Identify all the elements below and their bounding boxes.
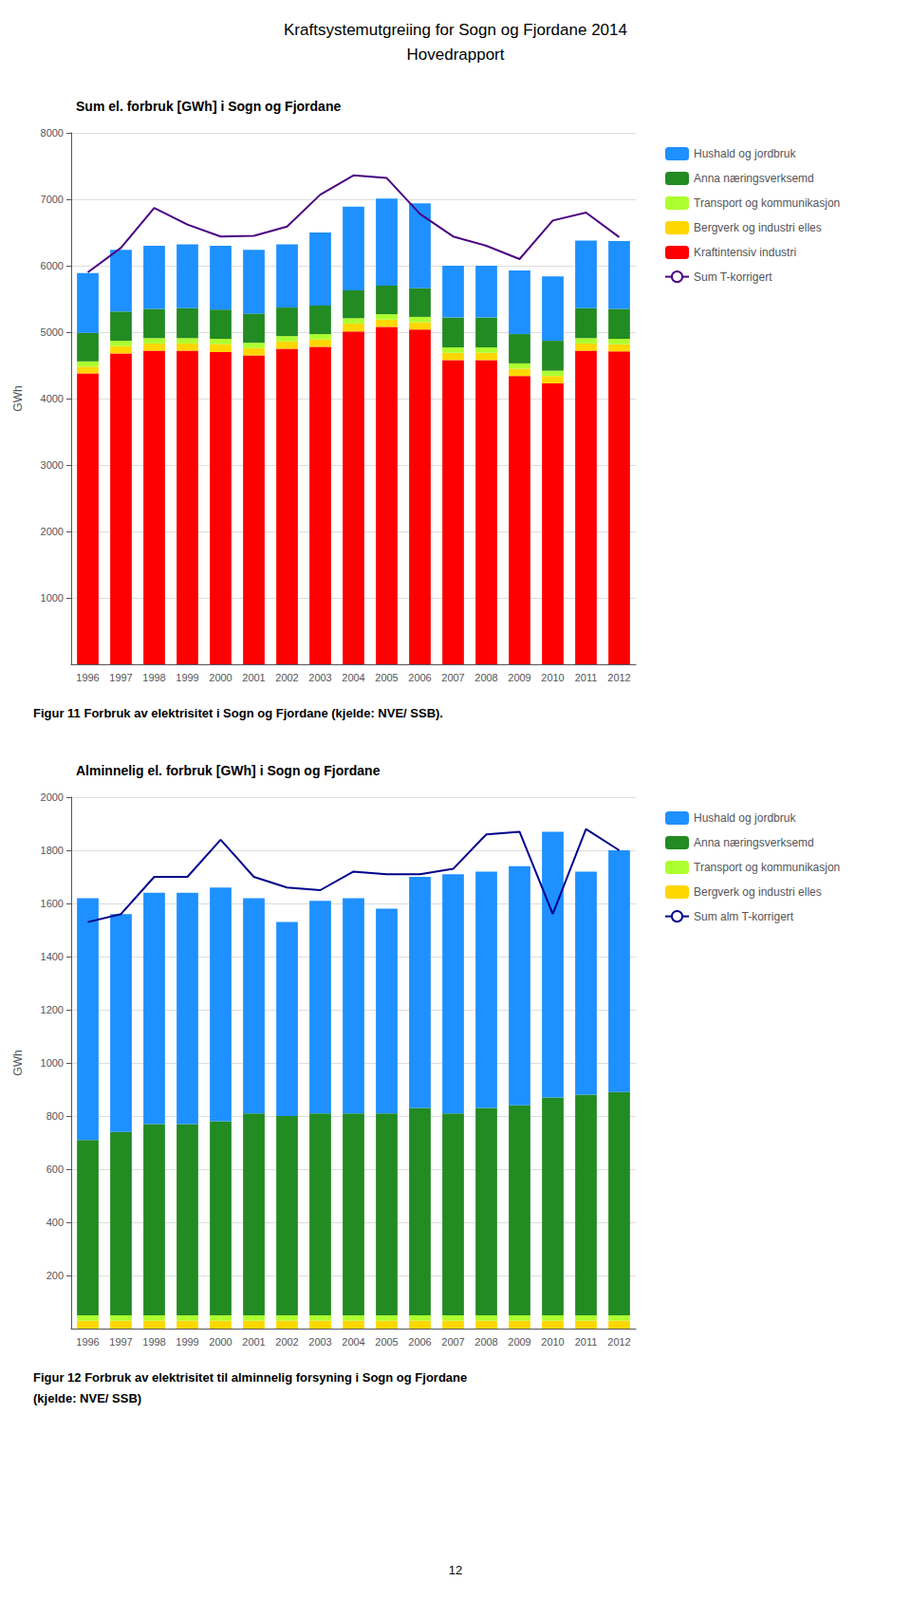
svg-text:2004: 2004 [341, 671, 365, 684]
svg-text:2012: 2012 [607, 671, 631, 684]
svg-text:600: 600 [46, 1163, 64, 1175]
svg-text:Figur 11 Forbruk av elektrisit: Figur 11 Forbruk av elektrisitet i Sogn … [33, 706, 444, 721]
svg-text:Hushald og jordbruk: Hushald og jordbruk [693, 147, 797, 161]
svg-text:8000: 8000 [40, 127, 64, 139]
svg-text:2009: 2009 [507, 1336, 531, 1348]
svg-text:1997: 1997 [109, 1336, 132, 1348]
svg-text:2002: 2002 [275, 671, 298, 684]
svg-text:2001: 2001 [241, 671, 265, 684]
svg-text:1800: 1800 [40, 844, 64, 856]
svg-text:2000: 2000 [40, 525, 64, 538]
svg-text:200: 200 [46, 1269, 64, 1282]
svg-text:2000: 2000 [40, 791, 64, 803]
svg-text:800: 800 [46, 1110, 64, 1122]
svg-text:2008: 2008 [474, 1336, 498, 1348]
svg-text:Anna næringsverksemd: Anna næringsverksemd [693, 836, 815, 850]
svg-text:Figur 12 Forbruk av elektrisit: Figur 12 Forbruk av elektrisitet til alm… [33, 1370, 467, 1385]
svg-text:1999: 1999 [175, 1336, 199, 1348]
svg-text:2003: 2003 [308, 671, 332, 684]
svg-text:2010: 2010 [540, 671, 564, 684]
svg-text:Anna næringsverksemd: Anna næringsverksemd [693, 171, 815, 186]
svg-text:5000: 5000 [40, 326, 64, 338]
svg-text:Bergverk og industri elles: Bergverk og industri elles [693, 221, 822, 235]
svg-text:Transport og kommunikasjon: Transport og kommunikasjon [693, 196, 840, 210]
svg-text:Sum alm T-korrigert: Sum alm T-korrigert [693, 910, 795, 924]
svg-text:2002: 2002 [275, 1336, 298, 1348]
svg-text:2011: 2011 [575, 1336, 598, 1348]
svg-text:2008: 2008 [474, 671, 498, 684]
svg-text:2007: 2007 [441, 1336, 465, 1348]
svg-text:1000: 1000 [40, 592, 64, 604]
svg-text:2000: 2000 [208, 671, 232, 684]
svg-text:12: 12 [448, 1562, 463, 1578]
svg-text:2006: 2006 [408, 1336, 431, 1348]
svg-text:2004: 2004 [341, 1336, 365, 1348]
svg-text:7000: 7000 [40, 193, 64, 205]
svg-text:(kjelde: NVE/ SSB): (kjelde: NVE/ SSB) [33, 1391, 142, 1406]
svg-text:2012: 2012 [607, 1336, 631, 1348]
svg-text:6000: 6000 [40, 260, 64, 272]
svg-text:2005: 2005 [374, 671, 398, 684]
svg-text:2005: 2005 [374, 1336, 398, 1348]
svg-text:GWh: GWh [11, 385, 25, 411]
svg-text:Hushald og jordbruk: Hushald og jordbruk [693, 811, 797, 825]
svg-text:1200: 1200 [40, 1003, 64, 1016]
svg-text:2011: 2011 [575, 671, 598, 684]
svg-text:2000: 2000 [208, 1336, 232, 1348]
svg-text:Hovedrapport: Hovedrapport [406, 45, 504, 64]
svg-text:2010: 2010 [540, 1336, 564, 1348]
svg-text:1998: 1998 [142, 671, 166, 684]
svg-text:Bergverk og industri elles: Bergverk og industri elles [693, 885, 822, 899]
svg-text:2007: 2007 [441, 671, 465, 684]
svg-text:1996: 1996 [75, 1336, 99, 1348]
svg-text:GWh: GWh [11, 1049, 25, 1076]
svg-text:Kraftsystemutgreiing for Sogn: Kraftsystemutgreiing for Sogn og Fjordan… [283, 20, 628, 39]
svg-text:1000: 1000 [40, 1057, 64, 1069]
svg-text:2006: 2006 [408, 671, 431, 684]
svg-text:Sum el. forbruk [GWh] i Sogn o: Sum el. forbruk [GWh] i Sogn og Fjordane [75, 98, 341, 114]
svg-text:1999: 1999 [175, 671, 199, 684]
svg-text:2001: 2001 [241, 1336, 265, 1348]
svg-text:1997: 1997 [109, 671, 132, 684]
svg-text:1400: 1400 [40, 950, 64, 963]
svg-text:1600: 1600 [40, 897, 64, 910]
svg-text:1998: 1998 [142, 1336, 166, 1348]
svg-text:2003: 2003 [308, 1336, 332, 1348]
svg-text:Transport og kommunikasjon: Transport og kommunikasjon [693, 860, 840, 874]
svg-text:Sum T-korrigert: Sum T-korrigert [693, 270, 773, 284]
svg-text:3000: 3000 [40, 459, 64, 471]
svg-text:2009: 2009 [507, 671, 531, 684]
svg-text:1996: 1996 [75, 671, 99, 684]
svg-text:4000: 4000 [40, 392, 64, 405]
svg-text:400: 400 [46, 1216, 64, 1228]
svg-text:Kraftintensiv industri: Kraftintensiv industri [693, 245, 797, 260]
svg-text:Alminnelig el. forbruk [GWh] i: Alminnelig el. forbruk [GWh] i Sogn og F… [75, 762, 381, 779]
